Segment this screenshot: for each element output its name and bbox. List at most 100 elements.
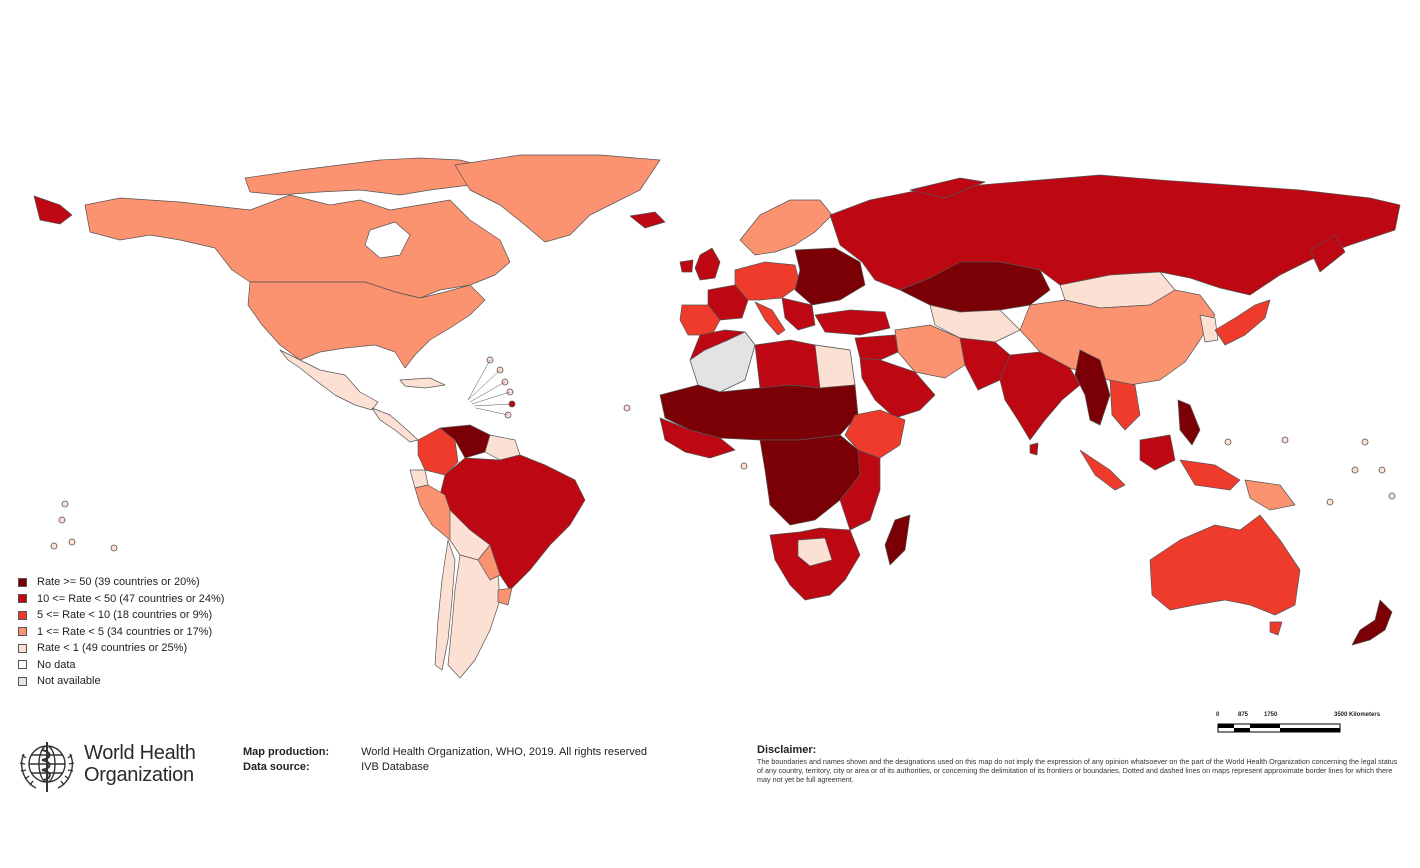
region-canada-arctic: [244, 157, 491, 196]
legend-swatch: [18, 676, 27, 686]
legend-swatch: [18, 643, 27, 653]
region-eastern-europe: [794, 247, 866, 306]
scale-tick-label: 1750: [1264, 712, 1278, 718]
region-uk: [694, 247, 721, 281]
legend-label: Not available: [37, 675, 101, 687]
region-east-africa: [839, 449, 881, 531]
region-egypt: [814, 344, 856, 389]
legend-label: 5 <= Rate < 10 (18 countries or 9%): [37, 609, 213, 621]
legend-swatch: [18, 577, 27, 587]
island-marker: [58, 516, 66, 524]
legend-item: Not available: [18, 673, 224, 690]
region-arabia: [859, 357, 936, 419]
region-middle-east: [854, 334, 899, 361]
region-mexico: [279, 349, 379, 411]
map-production-row: Map production: World Health Organizatio…: [243, 745, 647, 760]
data-source-value: IVB Database: [361, 761, 429, 773]
region-balkans: [781, 297, 816, 331]
legend-label: 1 <= Rate < 5 (34 countries or 17%): [37, 625, 213, 638]
legend-item: Rate < 1 (49 countries or 25%): [18, 640, 224, 657]
legend-item: 10 <= Rate < 50 (47 countries or 24%): [18, 591, 224, 608]
island-marker: [50, 542, 58, 550]
region-central-asia: [929, 304, 1021, 343]
region-uruguay: [497, 587, 513, 606]
region-west-africa: [659, 417, 736, 459]
legend-swatch: [18, 660, 27, 670]
region-indonesia: [1079, 449, 1126, 491]
legend-item: 5 <= Rate < 10 (18 countries or 9%): [18, 607, 224, 624]
legend-label: Rate >= 50 (39 countries or 20%): [37, 576, 200, 588]
region-indochina: [1109, 379, 1141, 431]
map-credits: Map production: World Health Organizatio…: [243, 745, 647, 775]
region-sulawesi-islands: [1179, 459, 1241, 491]
region-myanmar-thailand: [1074, 349, 1111, 426]
region-central-europe: [734, 261, 801, 301]
legend-label: 10 <= Rate < 50 (47 countries or 24%): [37, 592, 225, 605]
region-iran: [894, 324, 966, 379]
region-tasmania: [1269, 621, 1283, 636]
island-marker: [110, 544, 118, 552]
legend-label: Rate < 1 (49 countries or 25%): [37, 642, 188, 654]
region-turkey: [814, 309, 891, 336]
disclaimer-title: Disclaimer:: [757, 744, 817, 756]
region-russia-islands: [909, 177, 986, 199]
scale-bar: 0 875 1750 3500 Kilometers: [1216, 712, 1396, 736]
island-marker: [1281, 436, 1289, 444]
scale-tick-label: 0: [1216, 712, 1220, 718]
region-borneo: [1139, 434, 1176, 471]
scale-tick-label: 3500 Kilometers: [1334, 712, 1381, 718]
legend-label: No data: [37, 658, 76, 671]
region-sri-lanka: [1029, 442, 1039, 456]
legend-item: No data: [18, 657, 224, 674]
island-marker: [1361, 438, 1369, 446]
region-madagascar: [884, 514, 911, 566]
island-marker: [1326, 498, 1334, 506]
region-horn-of-africa: [844, 409, 906, 459]
region-korea: [1199, 314, 1219, 343]
disclaimer-text: The boundaries and names shown and the d…: [757, 757, 1398, 784]
region-iceland: [629, 211, 666, 229]
island-marker: [740, 462, 748, 470]
data-source-label: Data source:: [243, 761, 310, 773]
region-chile: [434, 539, 456, 671]
island-marker: [1378, 466, 1386, 474]
region-papua: [1244, 479, 1296, 511]
island-marker: [1388, 492, 1396, 500]
region-greenland: [454, 154, 661, 243]
organization-name-line1: World Health: [84, 742, 196, 764]
map-production-value: World Health Organization, WHO, 2019. Al…: [361, 746, 647, 758]
region-philippines: [1177, 399, 1201, 446]
region-caribbean: [399, 377, 446, 389]
scale-tick-label: 875: [1238, 712, 1249, 718]
region-usa: [247, 281, 486, 369]
legend-item: 1 <= Rate < 5 (34 countries or 17%): [18, 624, 224, 641]
legend-swatch: [18, 627, 27, 637]
organization-name: World Health Organization: [84, 742, 196, 786]
legend-swatch: [18, 594, 27, 604]
region-italy: [754, 301, 786, 336]
region-kamchatka: [1309, 234, 1346, 273]
island-marker: [1351, 466, 1359, 474]
region-japan: [1214, 299, 1271, 346]
island-marker: [61, 500, 69, 508]
island-marker: [68, 538, 76, 546]
island-marker: [623, 404, 631, 412]
data-source-row: Data source: IVB Database: [243, 760, 647, 775]
map-production-label: Map production:: [243, 746, 330, 758]
region-hudson-bay: [364, 221, 411, 259]
region-scandinavia: [739, 199, 833, 256]
legend-item: Rate >= 50 (39 countries or 20%): [18, 574, 224, 591]
legend-swatch: [18, 610, 27, 620]
region-australia: [1149, 514, 1301, 616]
disclaimer: Disclaimer: The boundaries and names sho…: [757, 744, 1402, 784]
region-alaska: [33, 195, 73, 225]
region-botswana: [797, 537, 833, 567]
scale-bar-graphic: [1217, 723, 1341, 733]
region-ireland: [679, 259, 694, 273]
island-marker: [1224, 438, 1232, 446]
map-legend: Rate >= 50 (39 countries or 20%) 10 <= R…: [18, 574, 224, 690]
who-emblem-icon: [19, 742, 75, 792]
region-india: [999, 351, 1081, 441]
organization-name-line2: Organization: [84, 764, 194, 786]
